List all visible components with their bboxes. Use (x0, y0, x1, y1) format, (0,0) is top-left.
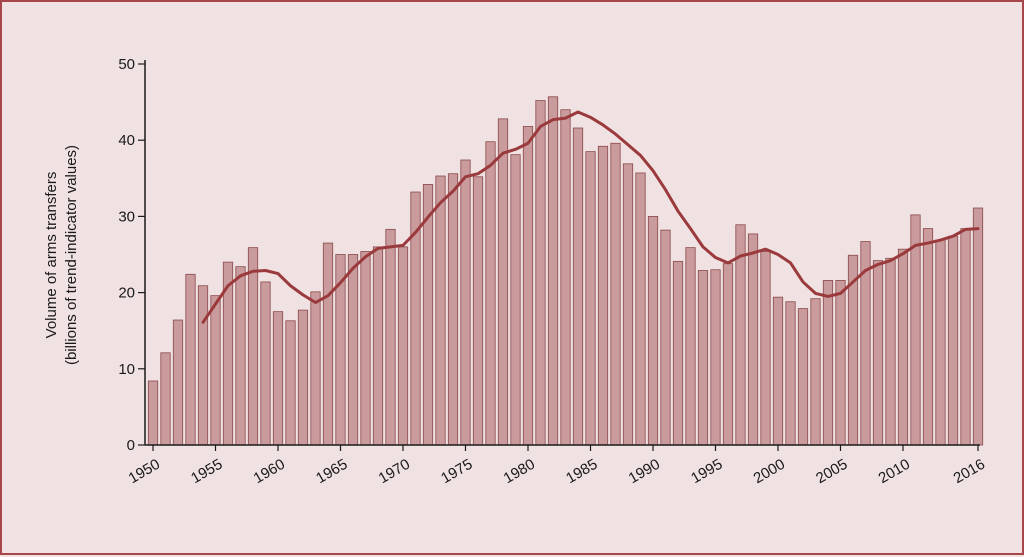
bar-2014 (947, 235, 959, 446)
x-tick-label-1975: 1975 (438, 456, 475, 487)
x-tick-label-2005: 2005 (813, 456, 850, 487)
bar-2010 (897, 248, 909, 446)
bar-1964 (322, 242, 334, 446)
bar-1958 (247, 247, 259, 446)
y-tick-label-20: 20 (118, 285, 135, 302)
bar-1982 (547, 96, 559, 446)
bar-1984 (572, 127, 584, 446)
bar-1963 (310, 291, 321, 446)
bars-group (147, 96, 984, 446)
bar-1988 (622, 163, 634, 446)
x-tick-label-1985: 1985 (563, 456, 600, 487)
bar-1952 (172, 319, 184, 446)
bar-1989 (635, 172, 646, 446)
bar-1976 (472, 176, 484, 446)
bar-1957 (235, 266, 246, 446)
bar-1981 (535, 100, 546, 446)
bar-1979 (510, 154, 521, 446)
y-tick-label-0: 0 (127, 437, 135, 454)
x-tick-label-2010: 2010 (876, 456, 913, 487)
bar-1966 (347, 254, 359, 446)
y-tick-label-30: 30 (118, 208, 135, 225)
y-ticks-group: 0 10 20 30 40 50 (118, 56, 145, 454)
bar-1985 (585, 151, 596, 446)
x-tick-label-1950: 1950 (126, 456, 163, 487)
bar-1954 (197, 285, 209, 446)
bar-1970 (397, 246, 409, 446)
bar-1967 (360, 251, 371, 446)
bar-1953 (185, 273, 196, 446)
x-tick-label-1965: 1965 (313, 456, 350, 487)
bar-2001 (785, 301, 796, 446)
bar-2016 (972, 207, 984, 446)
bar-2015 (960, 228, 971, 446)
bar-1995 (710, 269, 721, 446)
bar-1991 (660, 229, 671, 446)
bar-2012 (922, 228, 934, 446)
bar-2000 (772, 296, 784, 446)
x-tick-label-2016: 2016 (951, 456, 988, 487)
bar-1994 (697, 270, 709, 446)
trend-line (201, 110, 980, 324)
bar-2013 (935, 239, 946, 446)
bar-1978 (497, 118, 509, 446)
bar-1998 (747, 233, 759, 446)
bar-1999 (760, 251, 771, 446)
bar-2005 (835, 280, 846, 446)
bar-2002 (797, 308, 809, 446)
bar-1980 (522, 126, 534, 446)
x-ticks-group: 1950 1955 1960 1965 1970 1975 1980 1985 1990 1995… (126, 445, 988, 487)
x-tick-label-1995: 1995 (688, 456, 725, 487)
bar-1973 (435, 175, 446, 446)
bar-1990 (647, 215, 659, 446)
bar-1975 (460, 159, 471, 446)
bar-2004 (822, 280, 834, 446)
bar-1992 (672, 260, 684, 446)
y-tick-label-50: 50 (118, 56, 135, 73)
bar-1961 (285, 320, 296, 446)
bar-1955 (210, 295, 221, 446)
bar-1962 (297, 309, 309, 446)
bar-1968 (372, 246, 384, 446)
bar-2008 (872, 260, 884, 446)
bar-2003 (810, 298, 821, 446)
bar-1983 (560, 109, 571, 446)
x-tick-label-1960: 1960 (251, 456, 288, 487)
y-tick-label-40: 40 (118, 132, 135, 149)
bar-1960 (272, 311, 284, 446)
bar-1951 (160, 352, 171, 446)
y-axis-title-line2: (billions of trend-indicator values) (63, 145, 80, 365)
x-tick-label-1980: 1980 (501, 456, 538, 487)
bar-2009 (885, 257, 896, 446)
x-tick-label-1970: 1970 (376, 456, 413, 487)
y-tick-label-10: 10 (118, 361, 135, 378)
x-tick-label-2000: 2000 (751, 456, 788, 487)
x-tick-label-1955: 1955 (188, 456, 225, 487)
bar-2011 (910, 214, 921, 446)
bar-1986 (597, 145, 609, 446)
bar-1974 (447, 173, 459, 446)
bar-1977 (485, 141, 496, 446)
bar-1987 (610, 142, 621, 446)
x-tick-label-1990: 1990 (626, 456, 663, 487)
bar-1996 (722, 263, 734, 446)
y-axis-title-line1: Volume of arms transfers (43, 172, 60, 339)
bar-1959 (260, 281, 271, 446)
bar-1950 (147, 380, 159, 446)
bar-1993 (685, 247, 696, 446)
bar-1969 (385, 228, 396, 446)
